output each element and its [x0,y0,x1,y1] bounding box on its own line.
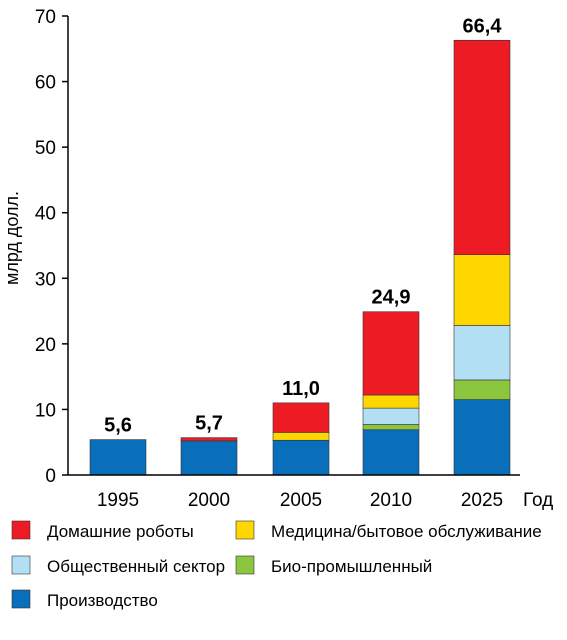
y-tick-label: 40 [35,204,56,225]
bar-segment-2010-1 [362,424,420,431]
bar-segment-2025-3 [453,254,511,326]
legend-swatch [235,520,255,540]
legend-label: Био-промышленный [271,557,432,576]
x-tick-label: 1995 [97,490,139,511]
x-tick-label: 2010 [370,490,412,511]
legend-swatch [235,555,255,575]
bar-segment-2005-4 [272,402,330,433]
bar-segment-2025-2 [453,325,511,381]
bar-segment-2005-0 [272,439,330,476]
legend-label: Домашние роботы [47,522,194,541]
y-tick-labels: 0 10 20 30 40 50 60 70 [35,7,68,487]
bar-segment-2010-0 [362,429,420,476]
x-tick-label: 2005 [280,490,322,511]
bar-segment-2025-4 [453,39,511,255]
total-label: 66,4 [463,15,503,37]
bar-segment-2005-3 [272,432,330,441]
y-tick-label: 30 [35,269,56,290]
bars-group [89,39,511,476]
legend-label: Производство [47,591,158,610]
y-tick-label: 50 [35,138,56,159]
total-labels: 5,6 5,7 11,0 24,9 66,4 [104,15,502,436]
y-axis-title: млрд долл. [2,191,22,285]
legend-swatch [11,589,31,609]
legend-swatch [11,520,31,540]
x-axis-title: Год [523,490,553,511]
y-tick-label: 0 [45,466,56,487]
x-tick-label: 2000 [188,490,230,511]
legend-label: Общественный сектор [47,557,225,576]
y-tick-label: 70 [35,7,56,28]
bar-segment-2010-2 [362,407,420,425]
bar-segment-2000-4 [180,437,238,442]
axes-group [67,16,520,476]
bar-segment-2000-0 [180,440,238,476]
total-label: 5,7 [195,413,223,435]
legend: Домашние роботы Медицина/бытовое обслужив… [11,520,542,610]
bar-segment-2025-1 [453,379,511,400]
bar-segment-1995-0 [89,439,147,476]
bar-segment-2025-0 [453,399,511,476]
legend-label: Медицина/бытовое обслуживание [271,522,542,541]
x-tick-label: 2025 [461,490,503,511]
total-label: 24,9 [372,287,411,309]
total-label: 5,6 [104,415,132,437]
y-tick-label: 20 [35,335,56,356]
bar-segment-2010-3 [362,394,420,409]
legend-swatch [11,555,31,575]
x-tick-labels: 1995 2000 2005 2010 2025 [97,490,503,511]
bar-segment-2010-4 [362,311,420,396]
y-tick-label: 60 [35,73,56,94]
total-label: 11,0 [282,378,320,400]
y-tick-label: 10 [35,400,56,421]
